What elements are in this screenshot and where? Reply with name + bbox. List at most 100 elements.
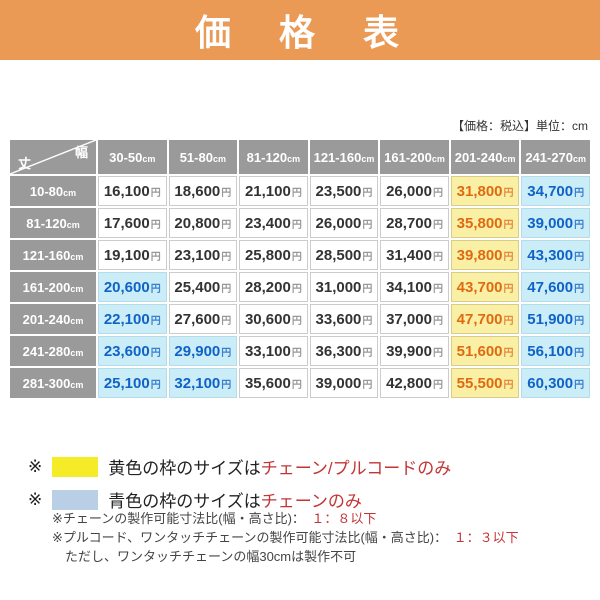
tax-unit-note: 【価格：税込】単位：cm (452, 119, 588, 133)
legend-item: ※ 黄色の枠のサイズは チェーン/プルコードのみ (28, 454, 451, 479)
yen-suffix: 円 (574, 251, 585, 263)
price-cell: 31,400円 (380, 240, 449, 270)
legend: ※ 黄色の枠のサイズは チェーン/プルコードのみ ※ 青色の枠のサイズは チェーンのみ (28, 454, 451, 520)
row-header-81-120: 81-120cm (10, 208, 96, 238)
yen-suffix: 円 (432, 379, 443, 391)
table-row: 281-300cm 25,100円 32,100円 35,600円 39,000円 42,… (10, 368, 590, 398)
price-cell: 30,600円 (239, 304, 308, 334)
price-cell: 25,800円 (239, 240, 308, 270)
page-title: 価 格 表 (194, 12, 405, 53)
price-cell: 27,600円 (168, 304, 238, 334)
legend-text: 黄色の枠のサイズは (108, 459, 261, 478)
yen-suffix: 円 (150, 283, 161, 295)
sub-notes: ※チェーンの製作可能寸法比(幅・高さ比)： １：８以下 ※プルコード、ワンタッチチ… (52, 510, 519, 567)
price-cell: 20,800円 (168, 208, 238, 238)
price-cell: 39,000円 (521, 208, 590, 238)
price-cell: 28,200円 (239, 272, 308, 302)
yen-suffix: 円 (574, 219, 585, 231)
unit-suffix: cm (142, 153, 156, 164)
price-cell: 25,100円 (98, 368, 167, 398)
yen-suffix: 円 (221, 219, 232, 231)
yen-suffix: 円 (503, 187, 514, 199)
price-cell: 16,100円 (98, 176, 167, 206)
price-cell: 39,900円 (380, 336, 449, 366)
price-cell: 23,600円 (98, 336, 167, 366)
corner-cell: 幅 丈 (10, 140, 96, 174)
yen-suffix: 円 (362, 379, 373, 391)
price-cell: 37,000円 (380, 304, 449, 334)
table-row: 241-280cm 23,600円 29,900円 33,100円 36,300円 39,… (10, 336, 590, 366)
col-header-241-270: 241-270cm (521, 140, 590, 174)
reference-mark: ※ (28, 456, 43, 476)
col-header-201-240: 201-240cm (450, 140, 520, 174)
price-cell: 28,500円 (309, 240, 379, 270)
yen-suffix: 円 (291, 315, 302, 327)
price-cell: 20,600円 (98, 272, 167, 302)
sub-note-text: ※チェーンの製作可能寸法比(幅・高さ比)： (52, 511, 312, 526)
price-cell: 47,600円 (521, 272, 590, 302)
col-header-161-200: 161-200cm (380, 140, 449, 174)
row-header-10-80: 10-80cm (10, 176, 96, 206)
reference-mark: ※ (28, 489, 43, 509)
table-row: 201-240cm 22,100円 27,600円 30,600円 33,600円 37,… (10, 304, 590, 334)
price-cell: 29,900円 (168, 336, 238, 366)
price-table: 幅 丈 30-50cm 51-80cm 81-120cm 121-160cm 161-2… (8, 138, 592, 400)
unit-suffix: cm (70, 283, 84, 294)
price-cell: 47,700円 (450, 304, 520, 334)
price-cell: 42,800円 (380, 368, 449, 398)
sub-note-line: ただし、ワンタッチチェーンの幅30cmは製作不可 (52, 548, 519, 567)
yen-suffix: 円 (503, 251, 514, 263)
yen-suffix: 円 (291, 347, 302, 359)
yen-suffix: 円 (503, 219, 514, 231)
title-banner: 価 格 表 (0, 0, 600, 60)
legend-item: ※ 青色の枠のサイズは チェーンのみ (28, 487, 451, 512)
col-header-51-80: 51-80cm (168, 140, 238, 174)
price-cell: 39,800円 (450, 240, 520, 270)
price-cell: 35,800円 (450, 208, 520, 238)
table-header-row: 幅 丈 30-50cm 51-80cm 81-120cm 121-160cm 161-2… (10, 140, 590, 174)
yen-suffix: 円 (150, 379, 161, 391)
yen-suffix: 円 (362, 315, 373, 327)
yen-suffix: 円 (362, 219, 373, 231)
yen-suffix: 円 (503, 283, 514, 295)
yen-suffix: 円 (362, 251, 373, 263)
height-axis-label: 丈 (18, 156, 32, 171)
unit-suffix: cm (361, 153, 375, 164)
col-header-81-120: 81-120cm (239, 140, 308, 174)
yen-suffix: 円 (432, 219, 443, 231)
yen-suffix: 円 (432, 347, 443, 359)
yen-suffix: 円 (362, 187, 373, 199)
price-cell: 34,700円 (521, 176, 590, 206)
yen-suffix: 円 (432, 315, 443, 327)
price-cell: 18,600円 (168, 176, 238, 206)
yen-suffix: 円 (291, 251, 302, 263)
price-cell: 25,400円 (168, 272, 238, 302)
yen-suffix: 円 (432, 251, 443, 263)
price-cell: 23,500円 (309, 176, 379, 206)
yen-suffix: 円 (221, 251, 232, 263)
price-cell: 56,100円 (521, 336, 590, 366)
price-cell: 22,100円 (98, 304, 167, 334)
width-axis-label: 幅 (74, 145, 88, 160)
row-header-241-280: 241-280cm (10, 336, 96, 366)
price-cell: 39,000円 (309, 368, 379, 398)
price-cell: 35,600円 (239, 368, 308, 398)
legend-red-text: チェーン/プルコードのみ (260, 459, 452, 478)
yen-suffix: 円 (150, 315, 161, 327)
table-row: 10-80cm 16,100円 18,600円 21,100円 23,500円 26,00… (10, 176, 590, 206)
yen-suffix: 円 (291, 187, 302, 199)
yen-suffix: 円 (291, 219, 302, 231)
sub-note-line: ※プルコード、ワンタッチチェーンの製作可能寸法比(幅・高さ比)： １：３以下 (52, 529, 519, 548)
yen-suffix: 円 (291, 283, 302, 295)
sub-note-text: ※プルコード、ワンタッチチェーンの製作可能寸法比(幅・高さ比)： (52, 529, 454, 545)
yen-suffix: 円 (221, 379, 232, 391)
unit-suffix: cm (70, 315, 84, 326)
price-cell: 26,000円 (380, 176, 449, 206)
price-cell: 43,700円 (450, 272, 520, 302)
yen-suffix: 円 (150, 219, 161, 231)
unit-suffix: cm (287, 153, 301, 164)
yen-suffix: 円 (221, 187, 232, 199)
blue-swatch (52, 489, 99, 510)
unit-suffix: cm (70, 347, 84, 358)
unit-suffix: cm (63, 187, 77, 198)
